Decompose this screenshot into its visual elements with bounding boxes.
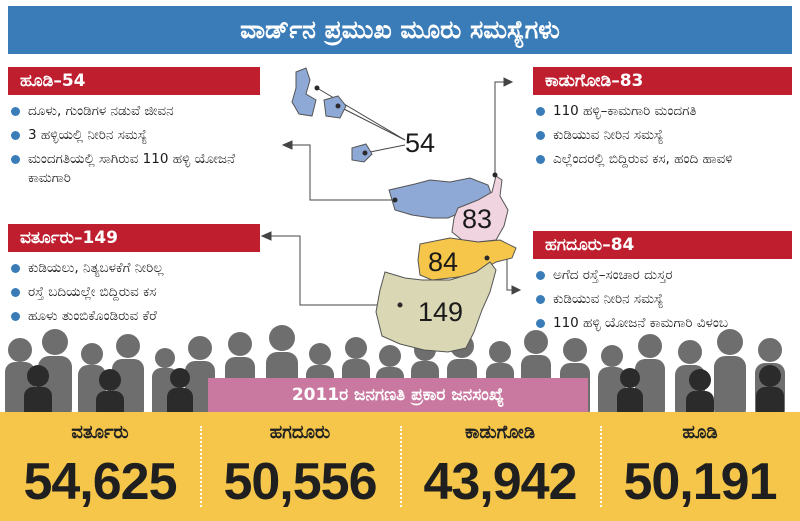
stat-value: 50,191 xyxy=(623,453,777,511)
title-bar: ವಾರ್ಡ್‌ನ ಪ್ರಮುಖ ಮೂರು ಸಮಸ್ಯೆಗಳು xyxy=(8,6,792,54)
ward-149-region xyxy=(375,261,497,353)
stat-hagadur: ಹಗದೂರು 50,556 xyxy=(200,412,400,521)
stat-value: 50,556 xyxy=(223,453,377,511)
list-item: ಅಗೆದ ರಸ್ತೆ–ಸಂಚಾರ ದುಸ್ತರ xyxy=(533,266,795,285)
stat-value: 43,942 xyxy=(423,453,577,511)
population-stats: ವರ್ತೂರು 54,625 ಹಗದೂರು 50,556 ಕಾಡುಗೋಡಿ 43… xyxy=(0,412,800,521)
page-title: ವಾರ್ಡ್‌ನ ಪ್ರಮುಖ ಮೂರು ಸಮಸ್ಯೆಗಳು xyxy=(240,15,560,44)
ward-83-region xyxy=(451,175,509,243)
list-item: ಕುಡಿಯಲು, ನಿತ್ಯಬಳಕೆಗೆ ನೀರಿಲ್ಲ xyxy=(8,259,273,278)
stat-hoodi: ಹೂಡಿ 50,191 xyxy=(600,412,800,521)
ward-54-fragments xyxy=(291,67,373,163)
stat-name: ಹಗದೂರು xyxy=(269,422,331,443)
stat-value: 54,625 xyxy=(23,453,177,511)
list-item: ಮಂದಗತಿಯಲ್ಲಿ ಸಾಗಿರುವ 110 ಹಳ್ಳಿ ಯೋಜನೆ ಕಾಮಗ… xyxy=(8,150,273,188)
list-item: 3 ಹಳ್ಳಿಯಲ್ಲಿ ನೀರಿನ ಸಮಸ್ಯೆ xyxy=(8,126,273,145)
stat-name: ಹೂಡಿ xyxy=(682,422,718,443)
list-item: ಕುಡಿಯುವ ನೀರಿನ ಸಮಸ್ಯೆ xyxy=(533,126,795,145)
ward-54-issues: ದೂಳು, ಗುಂಡಿಗಳ ನಡುವೆ ಜೀವನ 3 ಹಳ್ಳಿಯಲ್ಲಿ ನೀ… xyxy=(8,102,273,193)
list-item: ರಸ್ತೆ ಬದಿಯಲ್ಲೇ ಬಿದ್ದಿರುವ ಕಸ xyxy=(8,283,273,302)
ward-83-header: ಕಾಡುಗೋಡಿ–83 xyxy=(533,67,792,95)
ward-149-header: ವರ್ತೂರು–149 xyxy=(8,224,260,252)
list-item: 110 ಹಳ್ಳಿ–ಕಾಮಗಾರಿ ಮಂದಗತಿ xyxy=(533,102,795,121)
list-item: ಹೂಳು ತುಂಬಿಕೊಂಡಿರುವ ಕೆರೆ xyxy=(8,307,273,326)
stat-varthur: ವರ್ತೂರು 54,625 xyxy=(0,412,200,521)
map-label-149: 149 xyxy=(418,297,463,327)
list-item: ಎಲ್ಲೆಂದರಲ್ಲಿ ಬಿದ್ದಿರುವ ಕಸ, ಹಂದಿ ಹಾವಳಿ xyxy=(533,150,795,169)
map-label-84: 84 xyxy=(428,247,458,277)
map-label-54: 54 xyxy=(405,128,435,158)
map-label-83: 83 xyxy=(462,204,492,234)
ward-149-issues: ಕುಡಿಯಲು, ನಿತ್ಯಬಳಕೆಗೆ ನೀರಿಲ್ಲ ರಸ್ತೆ ಬದಿಯಲ… xyxy=(8,259,273,331)
stat-name: ವರ್ತೂರು xyxy=(71,422,129,443)
ward-84-header: ಹಗದೂರು–84 xyxy=(533,231,792,259)
ward-84-issues: ಅಗೆದ ರಸ್ತೆ–ಸಂಚಾರ ದುಸ್ತರ ಕುಡಿಯುವ ನೀರಿನ ಸಮ… xyxy=(533,266,795,338)
list-item: ಕುಡಿಯುವ ನೀರಿನ ಸಮಸ್ಯೆ xyxy=(533,290,795,309)
census-banner-label: 2011ರ ಜನಗಣತಿ ಪ್ರಕಾರ ಜನಸಂಖ್ಯೆ xyxy=(291,385,505,405)
list-item: 110 ಹಳ್ಳಿ ಯೋಜನೆ ಕಾಮಗಾರಿ ವಿಳಂಬ xyxy=(533,314,795,333)
ward-54-header: ಹೂಡಿ–54 xyxy=(8,67,260,95)
census-banner: 2011ರ ಜನಗಣತಿ ಪ್ರಕಾರ ಜನಸಂಖ್ಯೆ xyxy=(208,378,588,412)
list-item: ದೂಳು, ಗುಂಡಿಗಳ ನಡುವೆ ಜೀವನ xyxy=(8,102,273,121)
stat-name: ಕಾಡುಗೋಡಿ xyxy=(464,422,536,443)
stat-kadugodi: ಕಾಡುಗೋಡಿ 43,942 xyxy=(400,412,600,521)
ward-83-issues: 110 ಹಳ್ಳಿ–ಕಾಮಗಾರಿ ಮಂದಗತಿ ಕುಡಿಯುವ ನೀರಿನ ಸ… xyxy=(533,102,795,174)
